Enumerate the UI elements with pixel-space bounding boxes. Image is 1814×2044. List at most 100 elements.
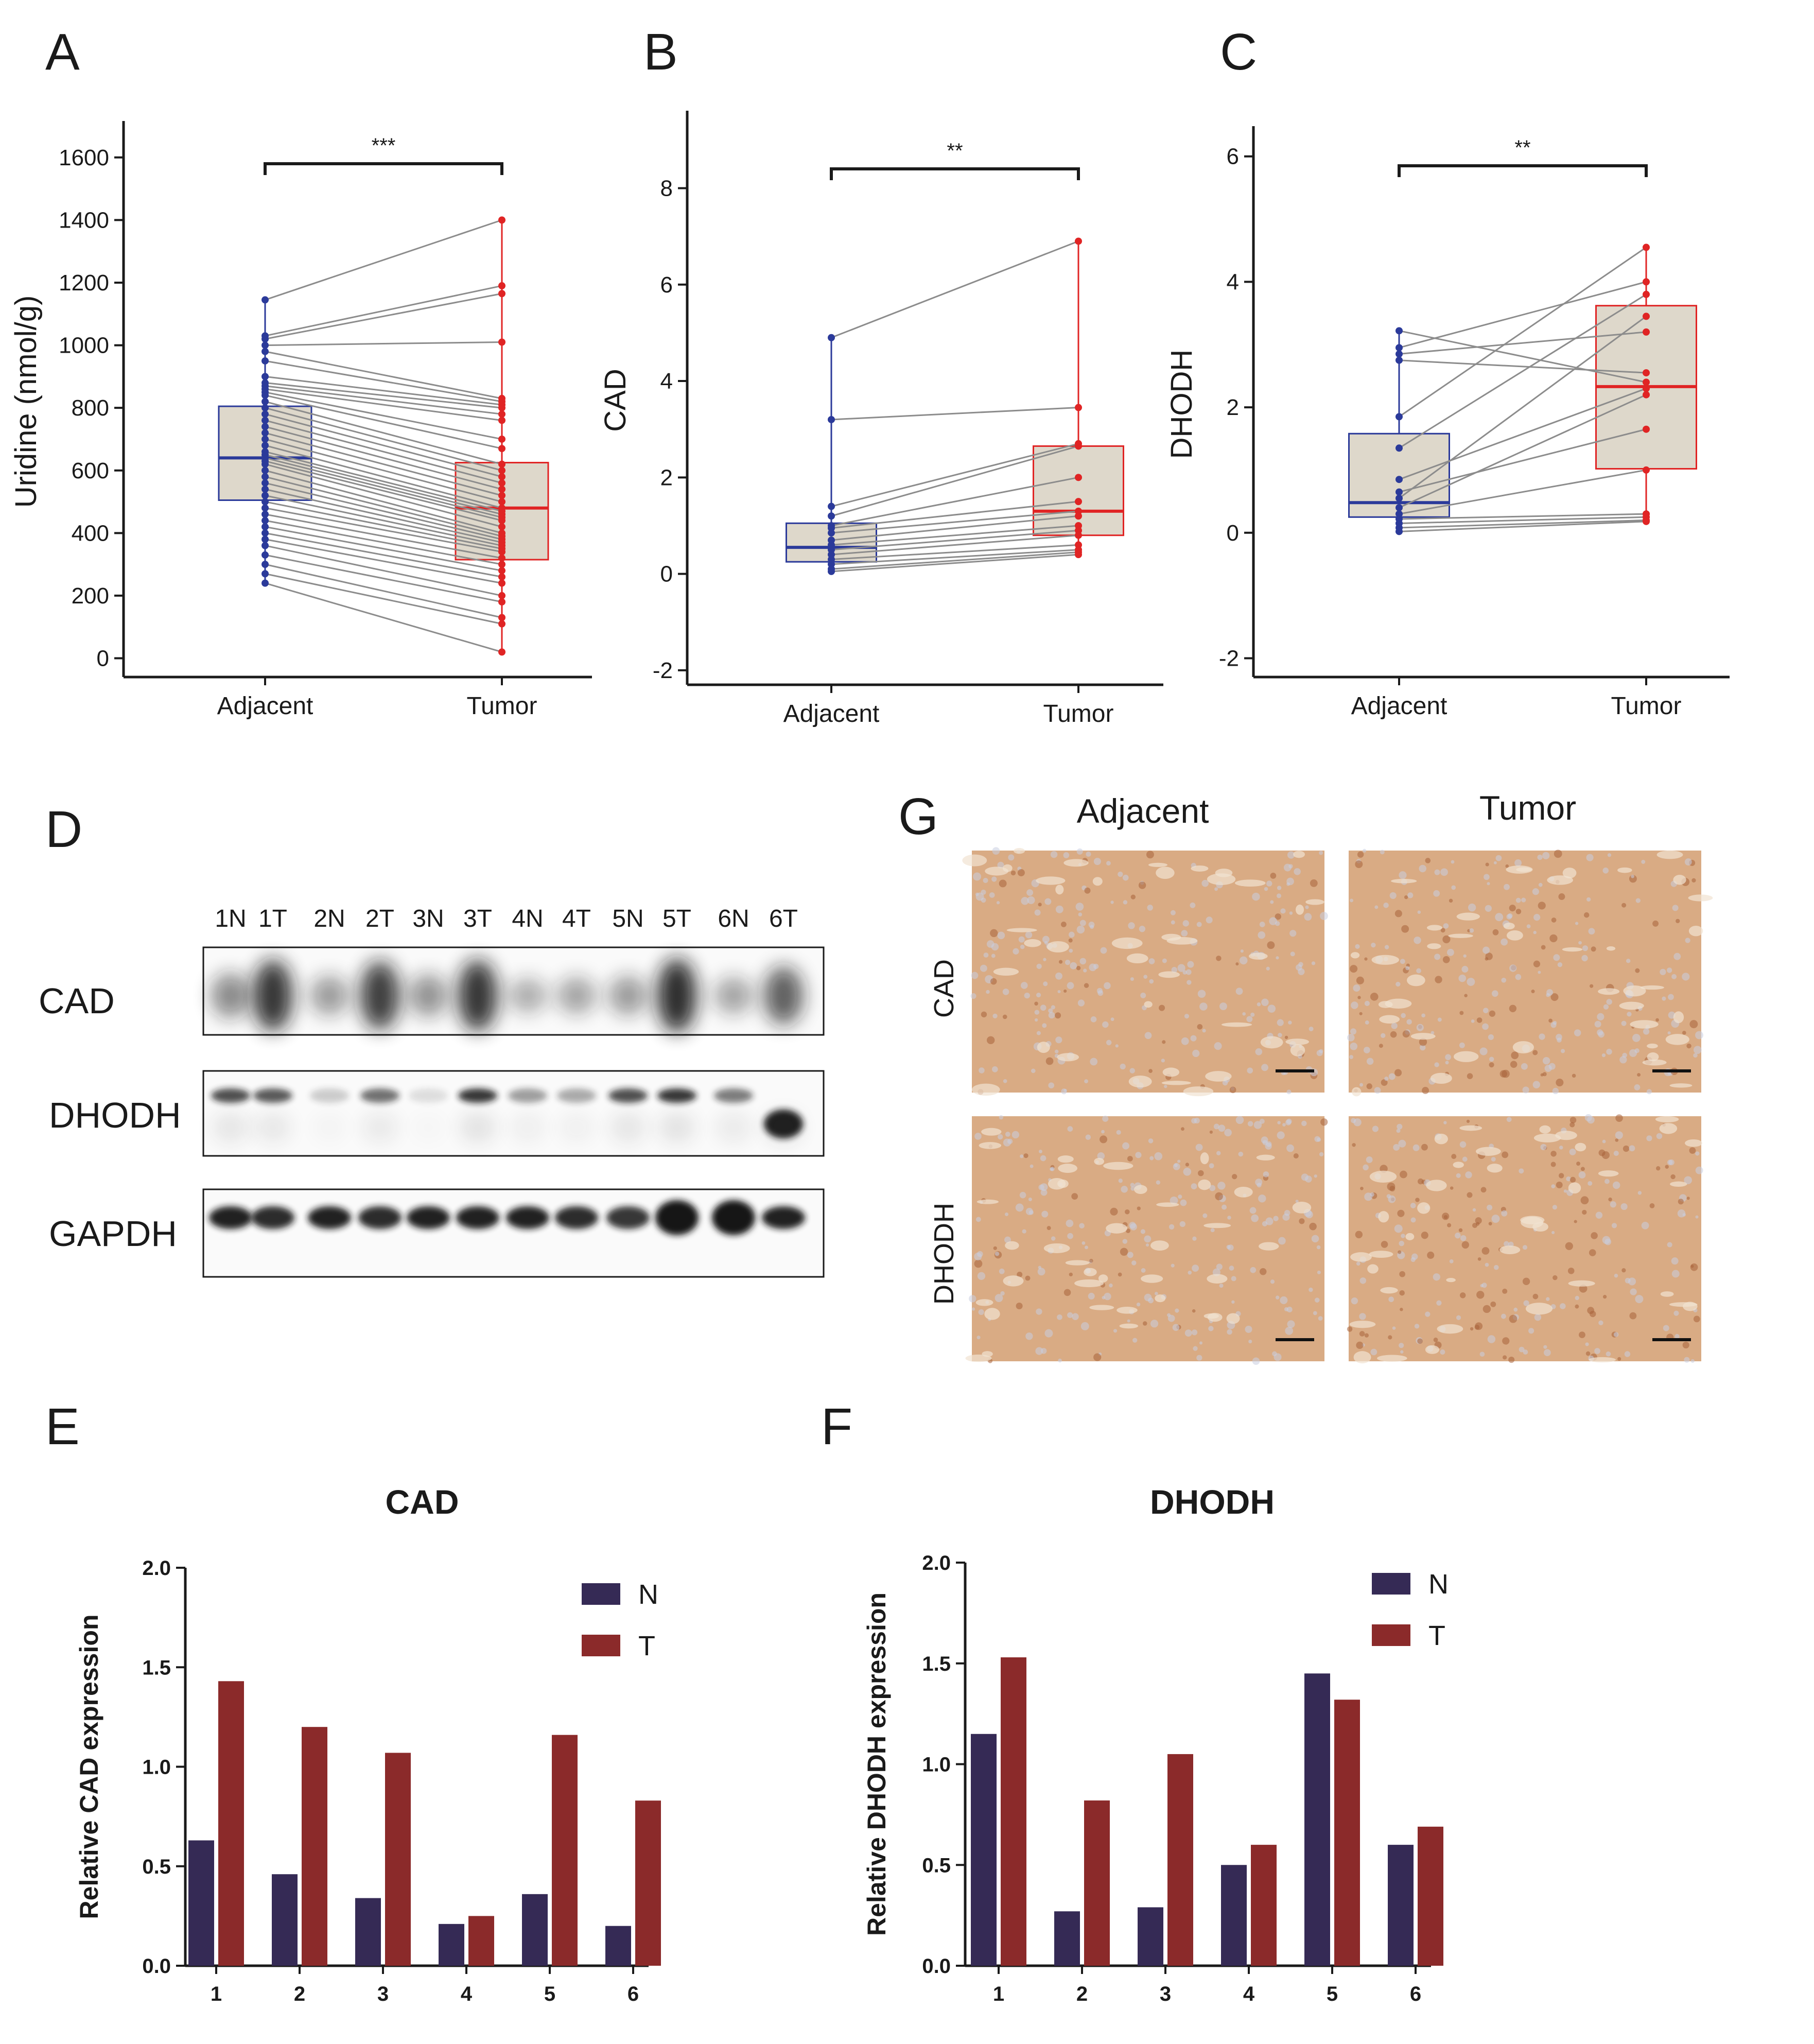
sinusoid-space — [1617, 867, 1632, 873]
cell-nucleus — [1411, 1253, 1418, 1260]
x-tick-label: 5 — [544, 1983, 555, 2005]
cell-nucleus — [1016, 1302, 1023, 1310]
tumor-point — [1643, 369, 1650, 377]
cell-nucleus — [1363, 1164, 1369, 1171]
adjacent-point — [828, 503, 835, 510]
cad-bar-chart: CAD 0.0 0.5 1.0 1.5 2.0 Relative CAD expressio… — [75, 1483, 661, 2005]
cell-nucleus — [1649, 1203, 1655, 1208]
cell-nucleus — [1489, 1010, 1496, 1017]
cell-nucleus — [1381, 1033, 1386, 1038]
bar-t — [1084, 1800, 1110, 1966]
pair-line — [265, 432, 502, 496]
sinusoid-space — [1166, 937, 1198, 945]
cell-nucleus — [1191, 1329, 1198, 1336]
cell-nucleus — [1040, 1155, 1046, 1162]
cell-nucleus — [1612, 1181, 1620, 1189]
cell-nucleus — [1040, 1004, 1046, 1011]
cell-nucleus — [1048, 1082, 1055, 1089]
cell-nucleus — [1456, 1315, 1461, 1320]
cell-nucleus — [1187, 961, 1194, 968]
sinusoid-space — [1562, 947, 1583, 952]
sinusoid-space — [1058, 1164, 1077, 1173]
cell-nucleus — [1319, 1152, 1324, 1157]
lane-label-4n: 4N — [512, 905, 543, 932]
tumor-point — [1643, 466, 1650, 474]
blot-band — [456, 1206, 499, 1229]
cell-nucleus — [1485, 862, 1489, 867]
cell-nucleus — [1311, 961, 1316, 965]
cell-nucleus — [1629, 1145, 1635, 1152]
sinusoid-space — [1292, 1202, 1312, 1214]
dhodh-boxplot: -2 0 2 4 6 DHODH Adjacent Tumor ** — [1165, 126, 1730, 720]
cell-nucleus — [1502, 1069, 1510, 1078]
cell-nucleus — [1320, 1118, 1328, 1126]
pair-line — [265, 501, 502, 550]
pair-line — [265, 382, 502, 409]
cell-nucleus — [1693, 1053, 1698, 1058]
cell-nucleus — [1586, 897, 1591, 902]
cell-nucleus — [1588, 1181, 1593, 1186]
cell-nucleus — [1538, 882, 1543, 887]
cell-nucleus — [1305, 1175, 1312, 1183]
cell-nucleus — [1055, 1049, 1059, 1054]
cell-nucleus — [1532, 1050, 1538, 1055]
cell-nucleus — [1170, 910, 1176, 915]
cell-nucleus — [1625, 1277, 1631, 1284]
bar-t — [1001, 1657, 1026, 1966]
cell-nucleus — [1314, 1174, 1317, 1178]
cell-nucleus — [1266, 1141, 1272, 1147]
cell-nucleus — [1589, 1249, 1596, 1256]
pair-line — [265, 532, 502, 578]
sinusoid-space — [1426, 925, 1442, 931]
cell-nucleus — [1590, 1310, 1596, 1318]
panel-label-e: E — [45, 1398, 80, 1456]
bar-t — [218, 1681, 244, 1966]
sinusoid-space — [1203, 1223, 1231, 1228]
pair-line — [831, 529, 1079, 551]
y-tick-label: 0.0 — [922, 1955, 951, 1978]
cell-nucleus — [1682, 1341, 1689, 1349]
y-axis-title: Uridine (nmol/g) — [9, 296, 43, 508]
cell-nucleus — [1249, 1207, 1257, 1214]
cell-nucleus — [1666, 967, 1672, 973]
cell-nucleus — [1445, 1054, 1451, 1061]
cell-nucleus — [1106, 861, 1111, 865]
cell-nucleus — [1538, 971, 1541, 974]
cell-nucleus — [1278, 1237, 1286, 1245]
blot-smear — [311, 1112, 348, 1143]
bar-n — [272, 1874, 298, 1966]
cell-nucleus — [1069, 948, 1073, 953]
cell-nucleus — [1575, 922, 1579, 925]
blot-smear — [361, 1112, 398, 1143]
cell-nucleus — [1283, 863, 1292, 872]
cell-nucleus — [1505, 864, 1509, 868]
lane-label-3t: 3T — [463, 905, 492, 932]
sinusoid-space — [1155, 1294, 1166, 1303]
blot-smear — [410, 1112, 447, 1143]
sinusoid-space — [1410, 1033, 1436, 1040]
cell-nucleus — [1110, 900, 1114, 904]
tumor-point — [498, 620, 505, 628]
cell-nucleus — [1567, 1268, 1575, 1274]
sinusoid-space — [1630, 1020, 1659, 1029]
ihc-tile — [1347, 1114, 1703, 1364]
sinusoid-space — [1575, 1142, 1586, 1152]
cell-nucleus — [1034, 1010, 1040, 1015]
x-tick-label: 4 — [461, 1983, 473, 2005]
blot-band — [358, 1206, 402, 1229]
cell-nucleus — [1489, 1062, 1494, 1068]
cell-nucleus — [1168, 1224, 1175, 1230]
cell-nucleus — [1425, 858, 1431, 863]
cell-nucleus — [1240, 949, 1244, 953]
cell-nucleus — [1213, 1123, 1219, 1130]
pair-line — [265, 341, 502, 347]
cell-nucleus — [1197, 1024, 1203, 1030]
pair-line — [265, 457, 502, 518]
cell-nucleus — [1202, 1029, 1206, 1033]
cell-nucleus — [1104, 982, 1111, 990]
cell-nucleus — [1024, 992, 1030, 999]
x-tick-label: Tumor — [467, 692, 537, 720]
tumor-point — [498, 561, 505, 568]
cell-nucleus — [1464, 994, 1468, 997]
